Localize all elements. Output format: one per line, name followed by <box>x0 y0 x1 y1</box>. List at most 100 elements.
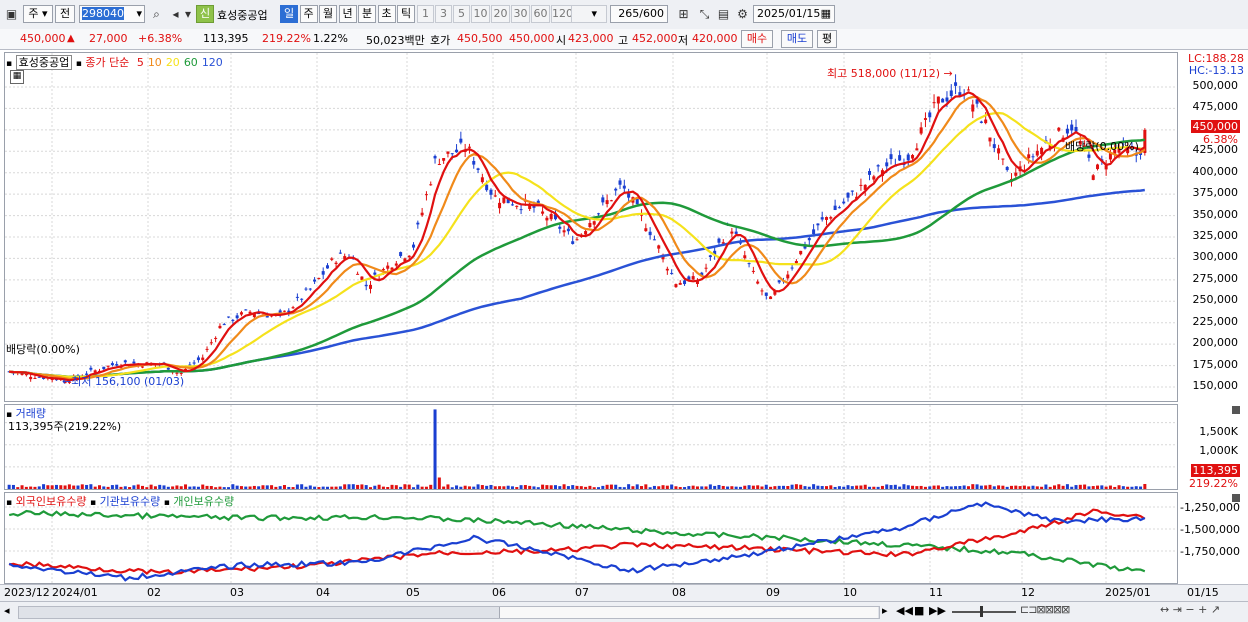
period-tab[interactable]: 월 <box>319 5 337 23</box>
candle-body <box>751 270 755 272</box>
volume-bar <box>764 484 768 489</box>
interval-tab[interactable]: 3 <box>435 5 452 23</box>
candle-body <box>330 258 334 260</box>
volume-bar <box>76 485 80 489</box>
speed-slider[interactable] <box>952 606 1016 617</box>
time-tick: 2024/01 <box>52 586 98 599</box>
interval-tab[interactable]: 5 <box>453 5 470 23</box>
volume-bar <box>364 485 368 489</box>
calendar-icon[interactable]: ▦ <box>820 7 831 20</box>
candle-body <box>175 372 179 374</box>
market-select[interactable]: 주 ▾ <box>23 5 53 23</box>
candle-body <box>665 268 669 271</box>
chart-window-icon[interactable]: ▣ <box>5 7 18 21</box>
date-field[interactable]: 2025/01/15 ▦ <box>753 5 835 23</box>
candle-body <box>192 362 196 364</box>
gear-icon[interactable]: ⚙ <box>737 7 748 21</box>
scroll-left-icon[interactable]: ◂ <box>4 604 10 617</box>
price-tick: 400,000 <box>1192 164 1239 178</box>
data-count-field[interactable]: 265/600 <box>610 5 668 23</box>
candle-body <box>906 154 910 161</box>
zoom-tools-icon[interactable]: ⊏⊐⊠⊠⊠⊠ <box>1020 603 1070 616</box>
volume-bar <box>295 484 299 489</box>
candle-body <box>794 261 798 264</box>
interval-tab[interactable]: 10 <box>471 5 490 23</box>
ma-legend-values: 5 10 20 60 120 <box>133 56 223 69</box>
interval-tab[interactable]: 1 <box>417 5 434 23</box>
volume-bar <box>115 484 119 489</box>
volume-bar <box>1035 486 1039 489</box>
candle-body <box>102 366 106 370</box>
candle-body <box>89 367 93 370</box>
rewind-icon[interactable]: ◀◀ <box>896 604 913 617</box>
candle-body <box>446 151 450 154</box>
volume-bar <box>209 486 213 489</box>
table-toggle-icon[interactable]: ▦ <box>10 70 24 84</box>
price-chart-pane[interactable]: ▪ 효성중공업 ▪ 종가 단순 5 10 20 60 120 ▦ 최고 518,000 … <box>4 52 1178 402</box>
price-chart[interactable] <box>5 53 1177 401</box>
chart-scrollbar[interactable]: ◂ ▸ ◀◀ ■ ▶▶ ⊏⊐⊠⊠⊠⊠ ↔ ⇥ − + ↗ <box>0 601 1248 622</box>
prev-button[interactable]: 전 <box>55 5 75 23</box>
scroll-track[interactable] <box>18 606 880 619</box>
interval-dropdown[interactable]: ▾ <box>571 5 607 23</box>
sell-button[interactable]: 매도 <box>781 30 813 48</box>
volume-bar <box>334 486 338 489</box>
ma-line <box>9 111 1145 379</box>
volume-bar <box>919 485 923 489</box>
scroll-thumb[interactable] <box>499 607 878 618</box>
candle-body <box>278 310 282 314</box>
candle-body <box>110 363 114 366</box>
interval-tab[interactable]: 60 <box>531 5 550 23</box>
legend-stock-name[interactable]: 효성중공업 <box>15 55 73 70</box>
stock-code-input[interactable]: 298040 ▾ <box>79 5 145 23</box>
candle-body <box>988 137 992 142</box>
interval-tab[interactable]: 20 <box>491 5 510 23</box>
eval-button[interactable]: 평 <box>817 30 837 48</box>
search-icon[interactable]: ⌕ <box>153 7 160 21</box>
volume-bar <box>992 486 996 489</box>
volume-bar <box>1040 486 1044 489</box>
holding-pane[interactable]: ▪ 외국인보유수량 ▪ 기관보유수량 ▪ 개인보유수량 <box>4 492 1178 584</box>
save-icon[interactable]: ▤ <box>717 7 730 21</box>
new-badge: 신 <box>196 5 214 23</box>
holding-chart[interactable] <box>5 493 1177 583</box>
sound-icon[interactable]: ◂ <box>172 7 179 21</box>
indicator-icon[interactable]: ⊞ <box>678 7 689 21</box>
time-tick: 08 <box>672 586 686 599</box>
buy-button[interactable]: 매수 <box>741 30 773 48</box>
volume-bar <box>781 485 785 489</box>
volume-bar <box>661 485 665 489</box>
period-tab[interactable]: 주 <box>299 5 318 23</box>
candle-body <box>308 288 312 290</box>
period-tab[interactable]: 초 <box>377 5 396 23</box>
volume-pane[interactable]: ▪ 거래량 113,395주(219.22%) <box>4 404 1178 490</box>
time-tick: 09 <box>766 586 780 599</box>
candle-body <box>1035 150 1039 156</box>
close-pane-icon[interactable] <box>1232 494 1240 502</box>
stop-icon[interactable]: ■ <box>914 604 925 617</box>
candle-body <box>807 238 811 241</box>
interval-tab[interactable]: 120 <box>551 5 573 23</box>
speed-slider-knob[interactable] <box>980 606 983 617</box>
period-tab[interactable]: 틱 <box>397 5 415 23</box>
period-tab[interactable]: 일 <box>280 5 298 23</box>
chevron-down-icon[interactable]: ▾ <box>184 7 192 21</box>
period-tab[interactable]: 분 <box>358 5 376 23</box>
volume-bar <box>988 484 992 489</box>
candle-body <box>932 102 936 104</box>
candle-body <box>558 226 562 229</box>
play-icon[interactable]: ▶▶ <box>929 604 946 617</box>
code-dropdown-icon[interactable]: ▾ <box>136 7 142 20</box>
scroll-right-icon[interactable]: ▸ <box>882 604 888 617</box>
draw-tool-icon[interactable]: ⤡ <box>699 7 710 21</box>
candle-body <box>695 280 699 284</box>
close-pane-icon[interactable] <box>1232 406 1240 414</box>
volume-bar <box>528 485 532 489</box>
price-legend: ▪ 효성중공업 ▪ 종가 단순 5 10 20 60 120 <box>6 54 223 70</box>
period-tab[interactable]: 년 <box>338 5 357 23</box>
zoom-icons[interactable]: ↔ ⇥ − + ↗ <box>1160 603 1221 616</box>
interval-tab[interactable]: 30 <box>511 5 530 23</box>
time-tick: 04 <box>316 586 330 599</box>
legend-dot-icon: ▪ <box>6 59 13 69</box>
volume-chart[interactable] <box>5 405 1177 489</box>
